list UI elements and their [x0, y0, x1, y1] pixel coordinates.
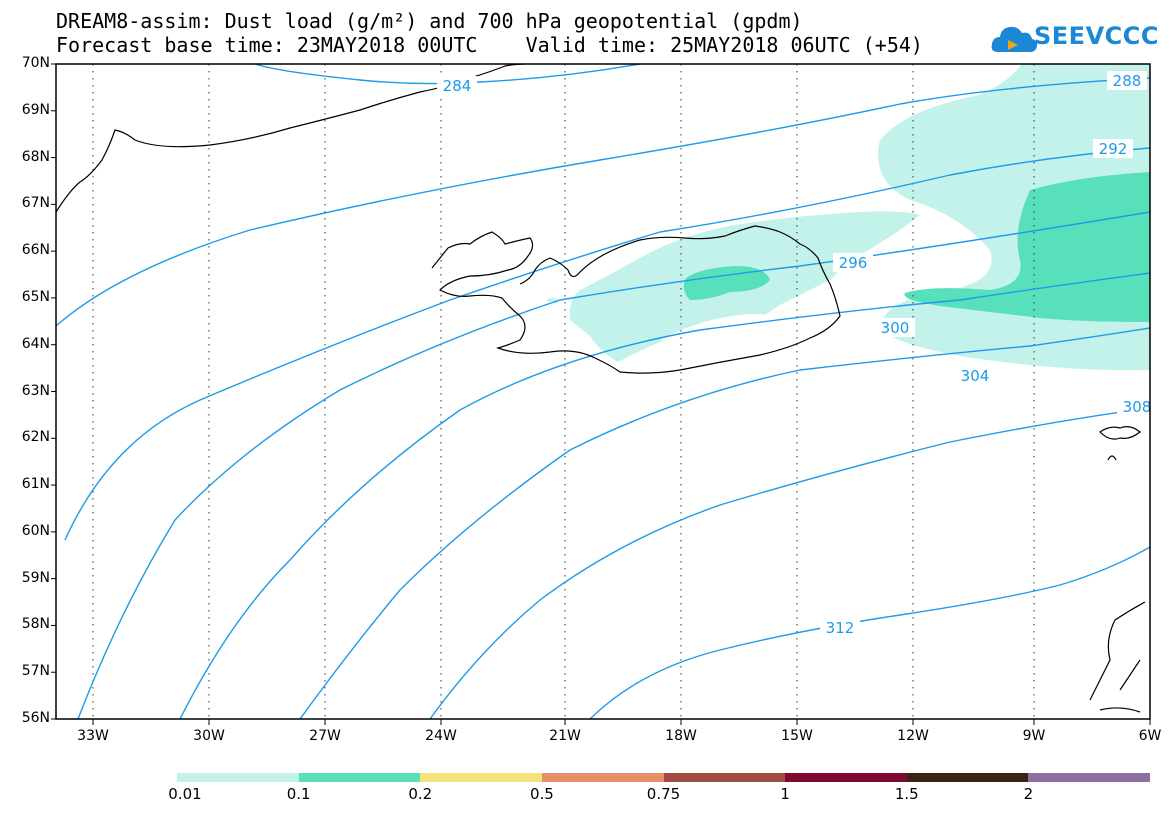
contour-label: 296 — [833, 253, 873, 272]
lat-label: 61N — [21, 476, 50, 493]
lat-label: 62N — [21, 429, 50, 446]
dust-area-medium-iceland — [683, 266, 770, 300]
lat-label: 58N — [21, 616, 50, 633]
colorbar-tick-label: 0.2 — [408, 785, 433, 803]
coastline-faroes — [1099, 426, 1141, 440]
lat-label: 63N — [21, 382, 50, 399]
colorbar-segment — [906, 773, 1029, 782]
lat-label: 66N — [21, 242, 50, 259]
lat-label: 56N — [21, 710, 50, 726]
colorbar-segment — [1028, 773, 1150, 782]
contour-label: 304 — [955, 366, 995, 385]
lon-label: 30W — [193, 728, 225, 744]
map-title: DREAM8-assim: Dust load (g/m²) and 700 h… — [56, 9, 803, 33]
lon-label: 6W — [1138, 728, 1162, 744]
colorbar-tick-label: 0.5 — [529, 785, 554, 803]
map-subtitle: Forecast base time: 23MAY2018 00UTC Vali… — [56, 33, 923, 57]
coastline-iceland — [431, 225, 841, 374]
colorbar-segment — [298, 773, 421, 782]
lon-label: 21W — [549, 728, 581, 744]
colorbar-tick-label: 1.5 — [894, 785, 919, 803]
lon-label: 24W — [425, 728, 457, 744]
svg-text:292: 292 — [1099, 140, 1128, 158]
lon-label: 9W — [1022, 728, 1046, 744]
lon-label: 33W — [77, 728, 109, 744]
contour-308 — [429, 407, 1150, 719]
colorbar-segment — [177, 773, 299, 782]
contour-312 — [589, 546, 1150, 719]
lat-label: 69N — [21, 101, 50, 118]
dust-area-medium-east — [904, 172, 1150, 322]
contour-304 — [299, 327, 1150, 719]
colorbar-segment — [420, 773, 542, 782]
svg-text:308: 308 — [1123, 398, 1152, 416]
lon-label: 27W — [309, 728, 341, 744]
cloud-icon — [991, 26, 1038, 52]
contour-label: 308 — [1117, 397, 1157, 416]
colorbar-tick-label: 2 — [1023, 785, 1034, 803]
lat-label: 70N — [21, 55, 50, 71]
contour-284 — [254, 64, 641, 85]
colorbar-segment — [785, 773, 907, 782]
contour-label: 284 — [437, 76, 477, 95]
contour-300 — [179, 272, 1150, 719]
contour-288 — [56, 77, 1150, 327]
svg-text:288: 288 — [1113, 72, 1142, 90]
svg-text:284: 284 — [443, 77, 472, 95]
colorbar — [177, 773, 1150, 782]
colorbar-segment — [663, 773, 786, 782]
lat-label: 60N — [21, 522, 50, 539]
colorbar-tick-label: 0.1 — [286, 785, 311, 803]
logo-text: SEEVCCC — [1034, 22, 1159, 50]
coastline-scotland — [1089, 601, 1146, 713]
svg-text:300: 300 — [881, 319, 910, 337]
contour-label: 292 — [1093, 139, 1133, 158]
lat-label: 67N — [21, 195, 50, 212]
dust-gap — [660, 314, 786, 343]
lat-label: 65N — [21, 288, 50, 305]
contour-296 — [77, 211, 1150, 719]
svg-text:312: 312 — [826, 619, 855, 637]
colorbar-segment — [541, 773, 664, 782]
colorbar-tick-label: 0.75 — [646, 785, 681, 803]
lon-label: 15W — [781, 728, 813, 744]
svg-text:296: 296 — [839, 254, 868, 272]
contour-label: 300 — [875, 318, 915, 337]
colorbar-tick-label: 1 — [780, 785, 790, 803]
contour-label: 312 — [820, 618, 860, 637]
contour-label: 288 — [1107, 71, 1147, 90]
lon-label: 12W — [897, 728, 929, 744]
svg-text:304: 304 — [961, 367, 990, 385]
coastline-shetland — [1107, 455, 1117, 461]
colorbar-tick-label: 0.01 — [168, 785, 202, 803]
contour-292 — [64, 147, 1150, 541]
lat-label: 68N — [21, 148, 50, 165]
lat-label: 57N — [21, 663, 50, 680]
lat-label: 64N — [21, 335, 50, 352]
lat-label: 59N — [21, 569, 50, 586]
lon-label: 18W — [665, 728, 697, 744]
